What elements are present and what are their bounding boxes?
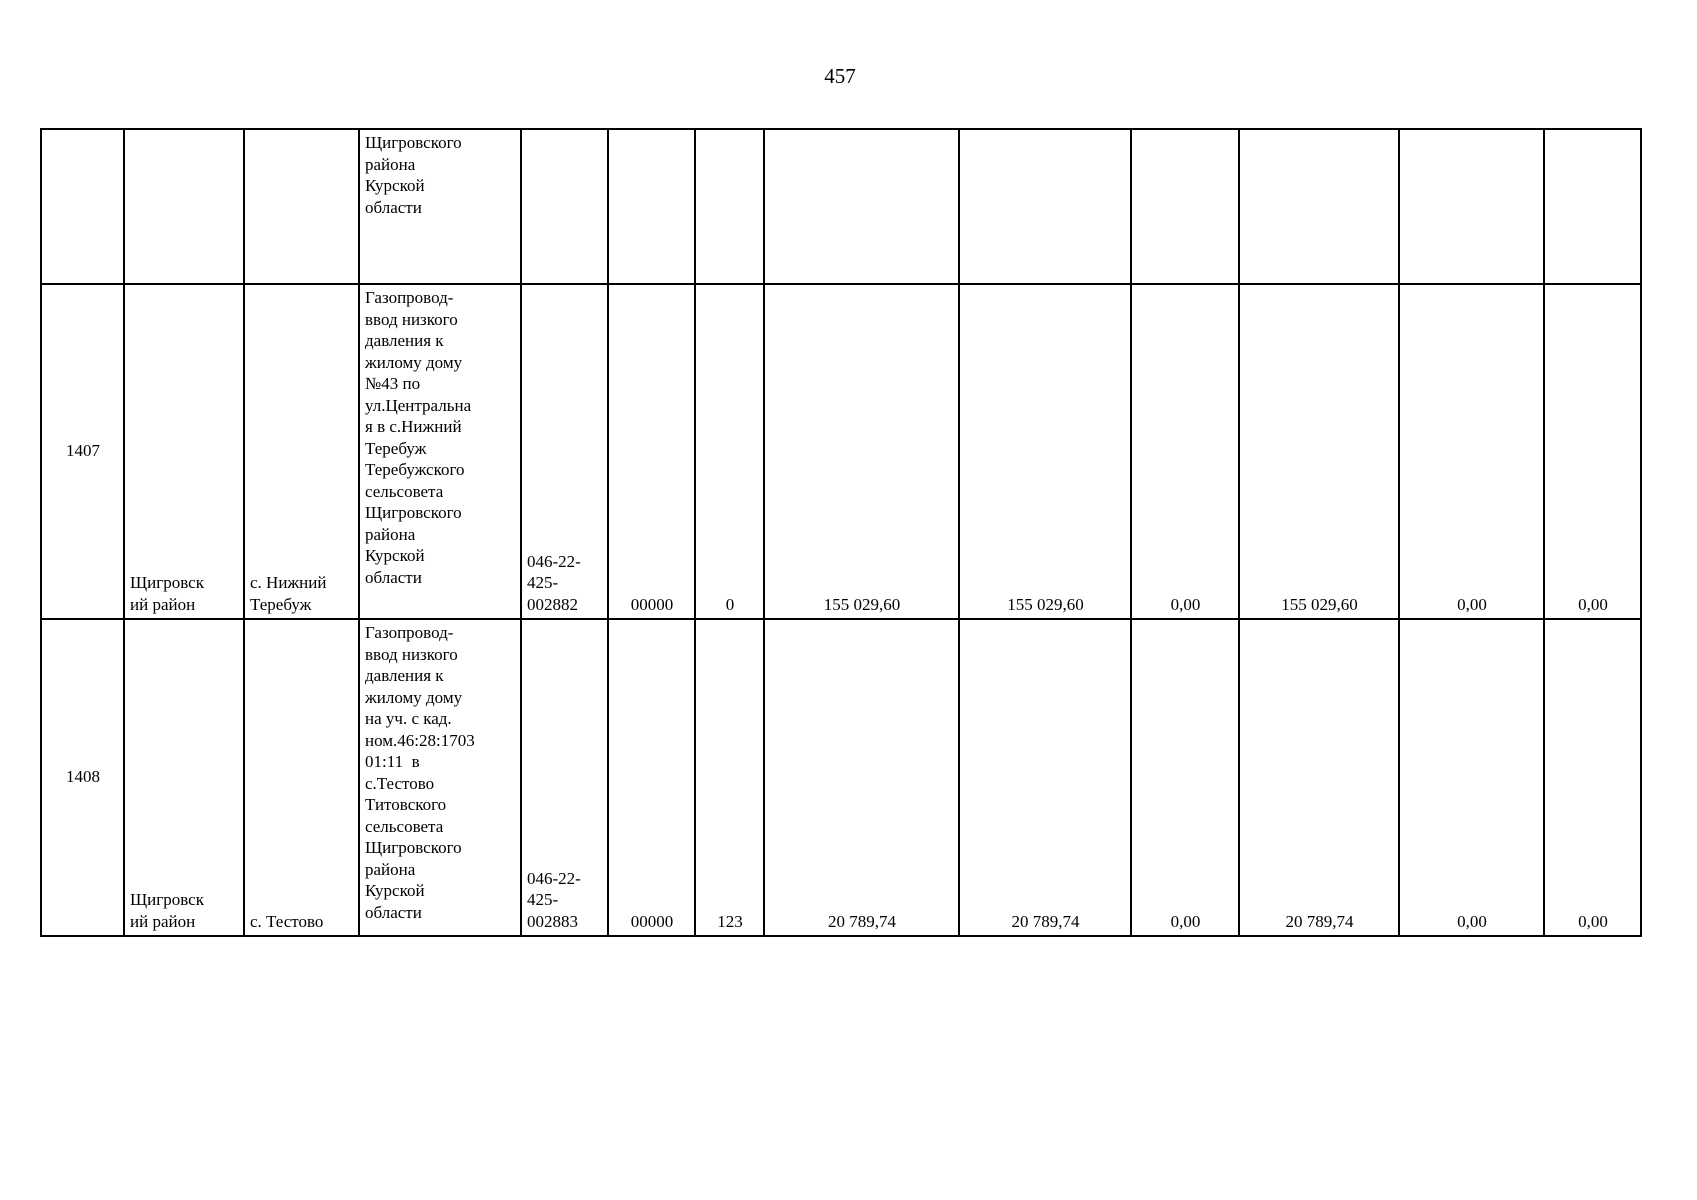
cell-row-number [40, 128, 125, 285]
cell-district: Щигровск ий район [123, 618, 245, 937]
cell-value-7: 0 [694, 283, 765, 620]
cell-district: Щигровск ий район [123, 283, 245, 620]
cell-value-10: 0,00 [1130, 283, 1240, 620]
cell-code: 046-22- 425- 002882 [520, 283, 609, 620]
page-number: 457 [824, 64, 856, 88]
cell-value-8: 155 029,60 [763, 283, 960, 620]
registry-table: Щигровского района Курской области 1407 … [40, 128, 1642, 937]
cell-value-6: 00000 [607, 283, 696, 620]
cell-value-12: 0,00 [1398, 618, 1545, 937]
cell-value-13 [1543, 128, 1642, 285]
cell-value-8: 20 789,74 [763, 618, 960, 937]
cell-description: Газопровод- ввод низкого давления к жило… [358, 618, 522, 937]
cell-settlement: с. Тестово [243, 618, 360, 937]
cell-settlement [243, 128, 360, 285]
cell-value-11: 20 789,74 [1238, 618, 1400, 937]
cell-value-8 [763, 128, 960, 285]
cell-settlement: с. Нижний Теребуж [243, 283, 360, 620]
cell-value-13: 0,00 [1543, 618, 1642, 937]
cell-code: 046-22- 425- 002883 [520, 618, 609, 937]
cell-description: Газопровод- ввод низкого давления к жило… [358, 283, 522, 620]
cell-value-6: 00000 [607, 618, 696, 937]
cell-value-9: 20 789,74 [958, 618, 1132, 937]
cell-value-7: 123 [694, 618, 765, 937]
table-row-carryover: Щигровского района Курской области [40, 128, 1642, 285]
cell-value-12 [1398, 128, 1545, 285]
table-row-1407: 1407 Щигровск ий район с. Нижний Теребуж… [40, 283, 1642, 620]
cell-value-9: 155 029,60 [958, 283, 1132, 620]
cell-value-11 [1238, 128, 1400, 285]
cell-value-13: 0,00 [1543, 283, 1642, 620]
cell-value-10 [1130, 128, 1240, 285]
cell-value-10: 0,00 [1130, 618, 1240, 937]
cell-value-7 [694, 128, 765, 285]
cell-code [520, 128, 609, 285]
cell-district [123, 128, 245, 285]
table-row-1408: 1408 Щигровск ий район с. Тестово Газопр… [40, 618, 1642, 937]
cell-value-6 [607, 128, 696, 285]
cell-row-number: 1407 [40, 283, 125, 620]
cell-value-11: 155 029,60 [1238, 283, 1400, 620]
cell-row-number: 1408 [40, 618, 125, 937]
cell-value-9 [958, 128, 1132, 285]
cell-value-12: 0,00 [1398, 283, 1545, 620]
cell-description: Щигровского района Курской области [358, 128, 522, 285]
